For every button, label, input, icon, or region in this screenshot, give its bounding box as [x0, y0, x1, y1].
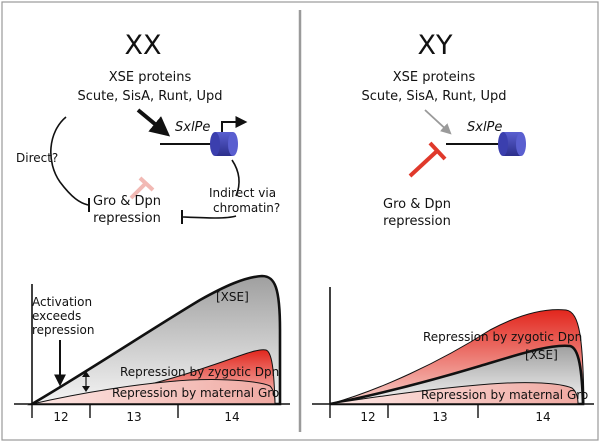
- left-promoter-cylinder: [210, 132, 238, 156]
- right-zygotic-label: Repression by zygotic Dpn: [423, 330, 582, 344]
- left-indirect-line-lower: [182, 215, 237, 219]
- right-xse-heading: XSE proteins: [393, 70, 476, 85]
- right-xse-list: Scute, SisA, Runt, Upd: [361, 89, 506, 104]
- left-cycle-label-12: 12: [53, 410, 68, 424]
- right-promoter-cylinder: [498, 132, 526, 156]
- left-title: XX: [125, 30, 162, 61]
- left-direct-label: Direct?: [16, 151, 58, 165]
- left-indirect-line-upper: [231, 159, 240, 197]
- left-maternal-gro-area: [31, 378, 276, 405]
- left-cycle-label-13: 13: [126, 410, 141, 424]
- left-activation-line2: exceeds: [32, 309, 81, 323]
- left-gap-arrow-head-down: [82, 386, 90, 392]
- left-xse-heading: XSE proteins: [109, 70, 192, 85]
- left-maternal-label: Repression by maternal Gro: [112, 386, 279, 400]
- left-activation-line1: Activation: [32, 295, 92, 309]
- right-repression-line1: Gro & Dpn: [383, 197, 451, 212]
- left-indirect-line2: chromatin?: [213, 201, 280, 215]
- left-activation-arrow: [136, 108, 171, 137]
- right-repression-line2: repression: [383, 214, 451, 229]
- right-cycle-label-12: 12: [360, 410, 375, 424]
- right-red-inhibitor: [408, 149, 439, 178]
- left-promoter-label: SxlPe: [175, 120, 210, 135]
- left-zygotic-label: Repression by zygotic Dpn: [120, 365, 279, 379]
- right-cycle-label-14: 14: [535, 410, 550, 424]
- left-repression-line2: repression: [93, 211, 161, 226]
- right-cycle-label-13: 13: [432, 410, 447, 424]
- left-graph: 12 13 14 Activation exceeds repression […: [14, 274, 290, 424]
- right-title: XY: [418, 30, 453, 61]
- left-pink-inhibitor: [129, 181, 148, 200]
- left-repression-line1: Gro & Dpn: [93, 194, 161, 209]
- right-panel: XY XSE proteins Scute, SisA, Runt, Upd S…: [361, 30, 526, 229]
- left-direct-inhibition-line: [50, 116, 89, 206]
- left-gap-arrow-head-up: [82, 371, 90, 377]
- left-indirect-line1: Indirect via: [209, 186, 276, 200]
- right-red-inhibitor-bar: [428, 141, 447, 161]
- left-xse-label: [XSE]: [216, 290, 249, 304]
- left-cycle-label-14: 14: [224, 410, 239, 424]
- right-maternal-gro-area: [329, 382, 579, 405]
- left-pink-inhibitor-bar: [138, 176, 155, 192]
- right-xse-label: [XSE]: [525, 348, 558, 362]
- right-graph: 12 13 14 Repression by zygotic Dpn [XSE]…: [312, 287, 594, 424]
- left-activation-line3: repression: [32, 323, 95, 337]
- right-maternal-label: Repression by maternal Gro: [421, 388, 588, 402]
- right-promoter-label: SxlPe: [467, 120, 502, 135]
- left-panel: XX XSE proteins Scute, SisA, Runt, Upd S…: [16, 30, 280, 226]
- left-xse-list: Scute, SisA, Runt, Upd: [77, 89, 222, 104]
- right-weak-activation-arrow: [424, 109, 452, 135]
